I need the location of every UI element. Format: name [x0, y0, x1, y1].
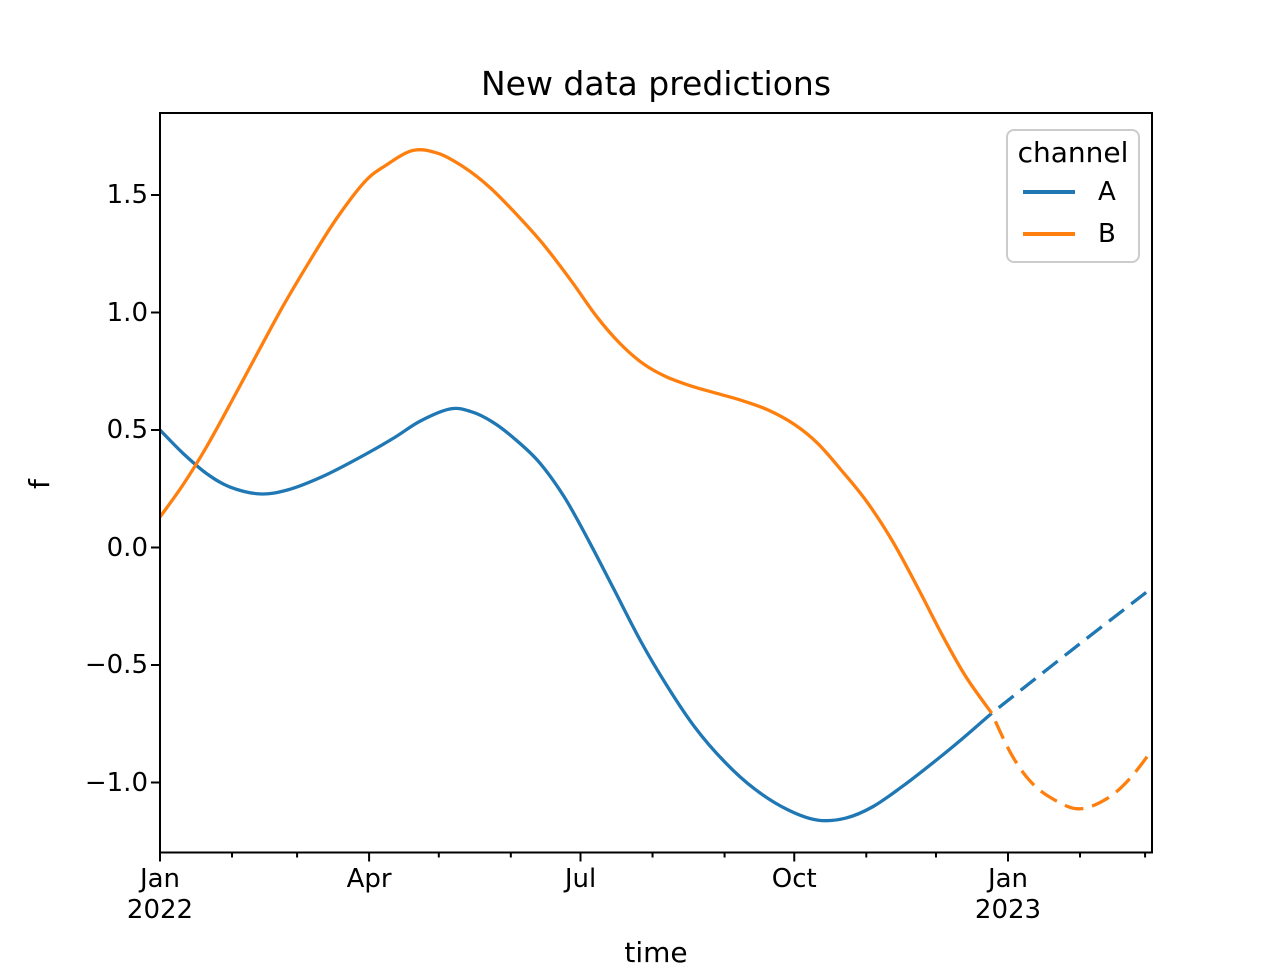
legend-line-swatch-a	[1023, 190, 1075, 194]
y-tick-label: 0.5	[106, 415, 148, 445]
series-line-b	[160, 148, 994, 715]
series-line-a	[160, 406, 993, 823]
legend-label-b: B	[1098, 219, 1116, 249]
legend: channel A B	[1006, 129, 1140, 263]
series-line-a-prediction	[990, 586, 1152, 715]
series-line-b-prediction	[990, 712, 1152, 811]
y-tick-label: −0.5	[84, 650, 148, 680]
y-tick-label: −1.0	[84, 767, 148, 798]
y-tick-label: 1.0	[106, 297, 148, 328]
legend-label-a: A	[1098, 177, 1116, 207]
x-axis-label: time	[624, 936, 688, 969]
legend-entry-b: B	[1008, 213, 1138, 255]
x-tick-label: Apr	[346, 864, 392, 894]
x-tick-label: Oct	[771, 864, 817, 894]
x-tick-label: Jan 2022	[126, 864, 194, 925]
y-tick-label: 1.5	[106, 180, 148, 210]
y-axis-label: f	[23, 479, 56, 489]
legend-title: channel	[1017, 136, 1129, 169]
x-tick-label: Jul	[564, 864, 597, 894]
legend-entry-a: A	[1008, 171, 1138, 213]
chart-title: New data predictions	[480, 64, 832, 103]
axes-spines	[159, 112, 1153, 854]
y-tick-label: 0.0	[106, 532, 148, 563]
x-tick-label: Jan 2023	[974, 864, 1042, 925]
legend-line-swatch-b	[1023, 232, 1075, 236]
